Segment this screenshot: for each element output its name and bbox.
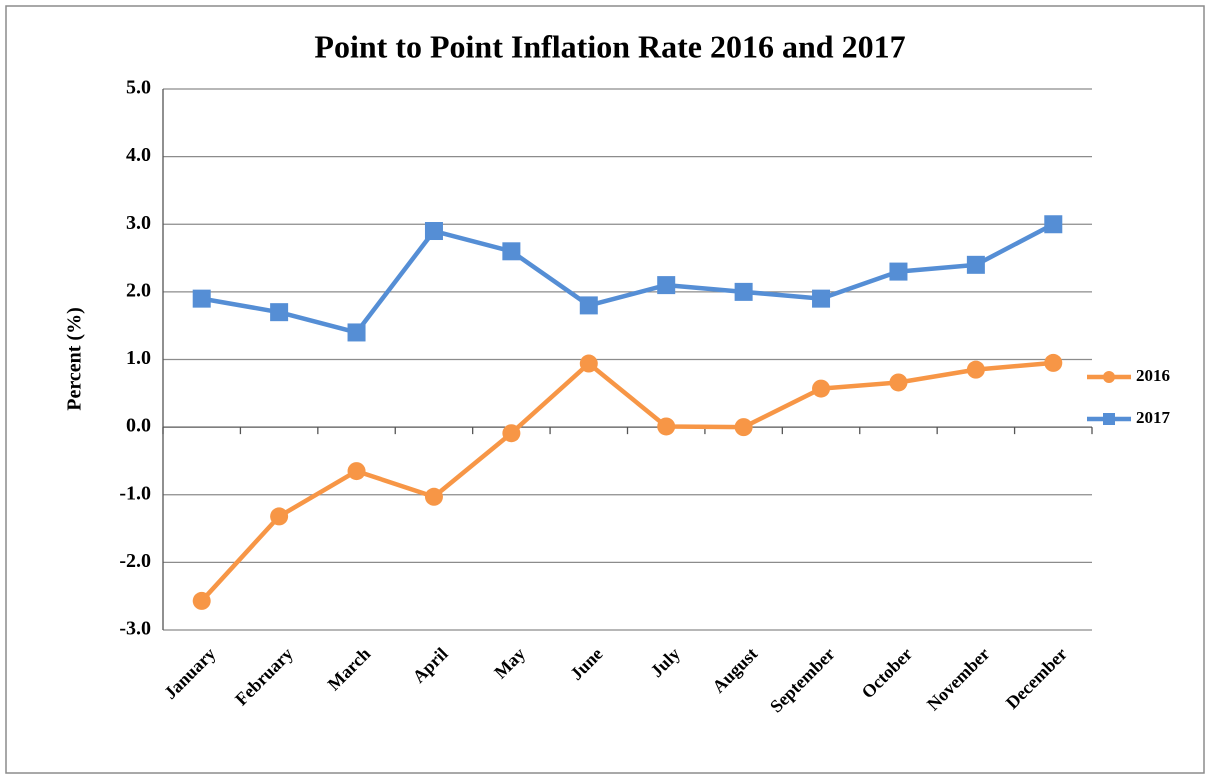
data-point: [657, 417, 676, 436]
data-point: [424, 487, 443, 506]
data-point: [192, 289, 211, 308]
y-tick-label: 0.0: [126, 415, 151, 437]
data-point: [579, 354, 598, 373]
y-tick-label: -2.0: [119, 550, 151, 572]
legend-label: 2017: [1136, 408, 1171, 427]
series-line: [200, 360, 1054, 603]
data-point: [502, 242, 521, 261]
y-tick-label: 5.0: [126, 77, 151, 99]
data-point: [579, 296, 598, 315]
legend-label: 2016: [1136, 366, 1170, 385]
data-point: [889, 262, 908, 281]
y-axis-label: Percent (%): [64, 307, 86, 410]
legend-marker: [1103, 371, 1115, 383]
data-point: [889, 373, 908, 392]
y-tick-label: -1.0: [119, 482, 151, 504]
data-point: [966, 360, 985, 379]
legend-marker: [1103, 413, 1115, 425]
data-point: [812, 289, 831, 308]
y-tick-label: 2.0: [126, 279, 151, 301]
data-point: [270, 303, 289, 322]
data-point: [966, 255, 985, 274]
data-point: [734, 282, 753, 301]
data-point: [734, 418, 753, 437]
data-point: [502, 424, 521, 443]
data-point: [270, 507, 289, 526]
data-point: [347, 462, 366, 481]
data-point: [424, 222, 443, 241]
data-point: [347, 323, 366, 342]
data-point: [657, 276, 676, 295]
series-line: [201, 222, 1055, 335]
chart-border: [5, 5, 1205, 774]
data-point: [192, 591, 211, 610]
y-tick-label: 3.0: [126, 212, 151, 234]
data-point: [812, 379, 831, 398]
y-tick-label: 1.0: [126, 347, 151, 369]
data-point: [1044, 215, 1063, 234]
data-point: [1044, 353, 1063, 372]
y-tick-label: 4.0: [126, 144, 151, 166]
y-tick-label: -3.0: [119, 618, 151, 640]
chart-title: Point to Point Inflation Rate 2016 and 2…: [314, 28, 905, 64]
